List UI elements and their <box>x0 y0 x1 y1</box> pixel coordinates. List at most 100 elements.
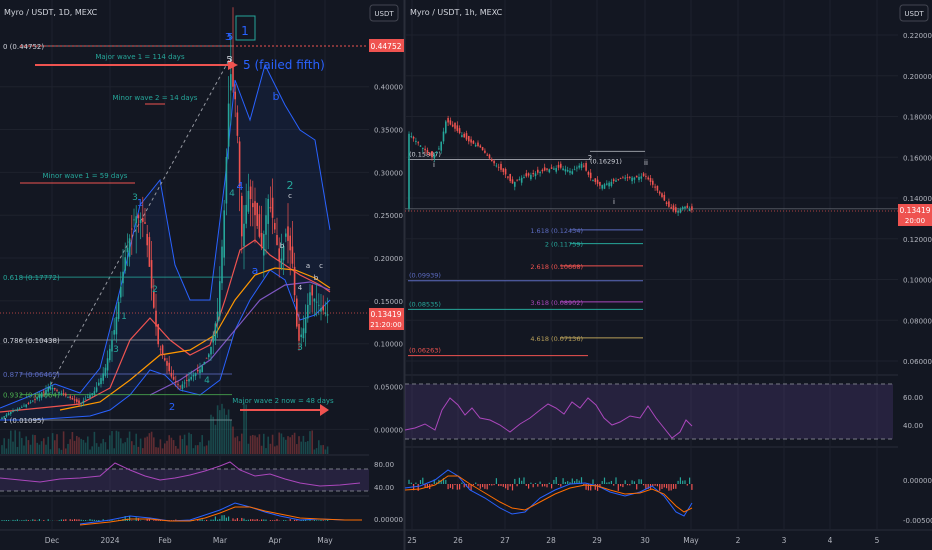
right-macd-bar <box>571 478 573 484</box>
right-macd-bar <box>610 480 612 484</box>
right-candle-body <box>520 177 523 183</box>
right-time-tick: 26 <box>453 536 463 545</box>
left-macd-bar <box>85 520 87 521</box>
left-candle-body <box>243 223 245 247</box>
left-candle-body <box>280 258 283 269</box>
left-volume-bar <box>249 435 252 454</box>
left-macd-bar <box>21 520 23 521</box>
right-time-axis: 25 26 27 28 29 30 May 2 3 4 5 <box>407 536 879 545</box>
left-volume-bar <box>146 436 148 454</box>
left-ma-purple <box>149 281 331 396</box>
right-grid <box>405 0 898 530</box>
left-candle-body <box>65 393 67 396</box>
left-fib-label: 0.786 (0.10438) <box>3 337 60 345</box>
right-macd-bar <box>672 484 675 489</box>
right-rsi-band <box>405 384 893 439</box>
left-volume-bar <box>111 431 113 454</box>
left-fib-label: 0.932 (0.04064) <box>3 392 60 400</box>
right-candle-body <box>534 173 537 177</box>
right-currency-button[interactable] <box>899 4 929 22</box>
left-candle-body <box>287 226 289 241</box>
right-macd-bar <box>442 478 445 484</box>
right-candle-body <box>562 168 564 171</box>
left-currency-button[interactable] <box>369 4 399 22</box>
left-macd-bar <box>153 520 155 521</box>
left-macd-bar <box>131 520 133 521</box>
left-volume-bar <box>307 441 309 454</box>
left-macd-bar <box>236 518 238 521</box>
right-macd-bar <box>477 484 479 486</box>
right-candle-body <box>681 207 684 210</box>
right-candle-body <box>500 163 502 170</box>
left-volume-bar <box>260 445 263 454</box>
left-volume-bar <box>23 445 25 454</box>
left-macd-bar <box>32 519 34 521</box>
left-volume-bar <box>58 448 60 454</box>
left-macd-bar <box>47 519 49 521</box>
right-candle-body <box>424 148 426 151</box>
left-candle-body <box>324 312 327 314</box>
right-candle-body <box>619 178 622 180</box>
left-candle-body <box>73 399 76 401</box>
left-candle-body <box>221 246 223 284</box>
left-macd-bar <box>243 518 245 521</box>
left-candle-body <box>80 402 82 404</box>
right-macd-bar <box>608 482 610 484</box>
left-candle-body <box>168 362 170 372</box>
right-candle-body <box>532 173 534 175</box>
right-macd-bar <box>534 482 537 484</box>
left-volume-bar <box>144 437 146 454</box>
left-macd-bar <box>256 519 258 521</box>
right-macd-bar <box>484 484 486 489</box>
left-volume-bar <box>43 438 45 454</box>
right-macd-bar <box>426 484 428 489</box>
right-macd-bar <box>587 484 589 491</box>
right-macd-bar <box>633 481 635 484</box>
left-candle-body <box>3 416 5 418</box>
left-price-tick: 0.00000 <box>374 426 403 434</box>
left-volume-bar <box>298 436 300 454</box>
left-candle-body <box>146 233 148 246</box>
right-candle-body <box>433 154 436 159</box>
left-macd-bar <box>210 519 212 521</box>
left-volume-bar <box>227 409 230 454</box>
left-volume-bar <box>159 439 162 454</box>
left-macd-bar <box>91 519 93 521</box>
left-time-tick: Apr <box>269 536 283 545</box>
right-macd-bar <box>459 484 461 490</box>
right-macd-bar <box>546 484 548 488</box>
right-macd-bar <box>624 480 626 484</box>
right-candle-body <box>599 181 601 186</box>
right-macd-bar <box>507 484 509 490</box>
right-price-tick: 0.20000 <box>903 73 932 81</box>
right-macd-bar <box>431 484 433 486</box>
left-volume-bar <box>148 433 151 454</box>
left-volume-bar <box>14 430 16 454</box>
right-macd-bar <box>445 479 447 484</box>
left-candle-body <box>194 373 197 376</box>
left-candle-body <box>188 378 190 382</box>
right-candle-body <box>652 180 654 185</box>
right-candle-body <box>465 133 468 140</box>
left-candle-body <box>238 141 241 187</box>
left-macd-bar <box>272 520 274 521</box>
left-candle-body <box>150 260 153 289</box>
right-price-tick: 0.06000 <box>903 358 932 366</box>
right-candle-body <box>612 179 615 182</box>
left-wave-label: a <box>306 262 310 270</box>
left-volume-bar <box>219 410 221 454</box>
left-volume-bar <box>91 446 93 454</box>
left-candle-body <box>289 235 291 251</box>
left-volume-bar <box>216 405 219 454</box>
right-macd-tick: -0.00500 <box>903 517 932 525</box>
left-volume-bar <box>84 442 87 454</box>
right-candle-body <box>640 176 643 179</box>
left-macd-bar <box>3 520 5 521</box>
left-candle-body <box>106 358 109 371</box>
left-candle-body <box>128 238 131 257</box>
right-candle-body <box>481 147 484 151</box>
right-candle-body <box>470 139 472 143</box>
right-fib-label: (0.06263) <box>409 347 441 355</box>
